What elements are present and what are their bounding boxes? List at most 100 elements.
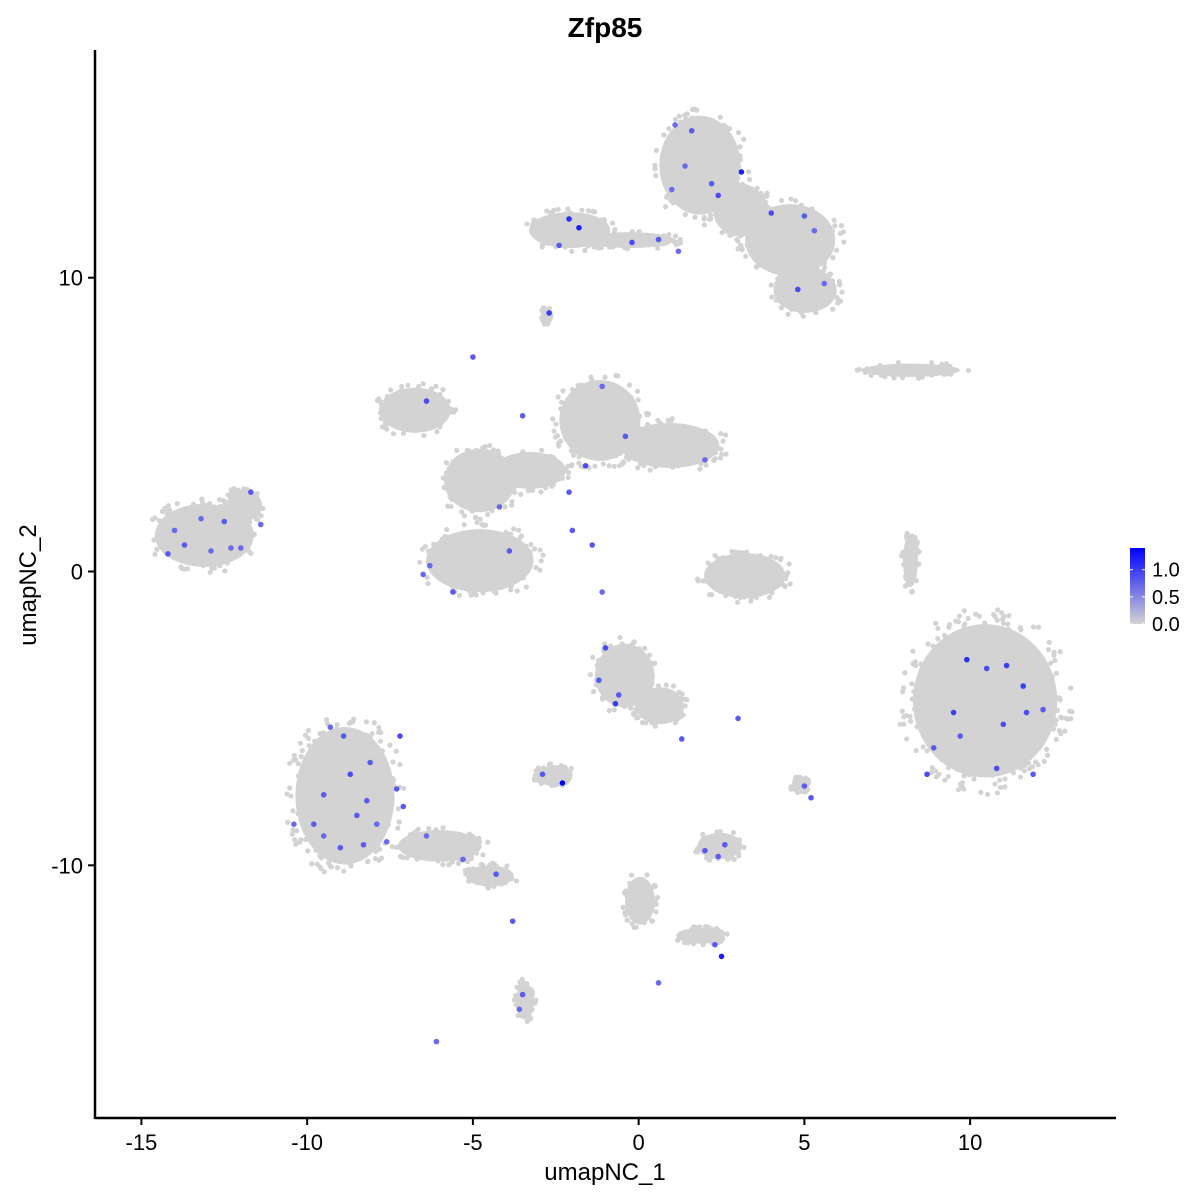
expressed-cell-point — [397, 733, 403, 739]
cell-point — [804, 776, 811, 783]
cell-point — [437, 422, 443, 428]
expressed-cell-point — [722, 841, 728, 848]
cell-point — [914, 550, 920, 556]
cell-point — [1034, 650, 1040, 656]
cell-point — [513, 992, 519, 999]
cell-point — [627, 880, 633, 887]
cell-point — [631, 711, 637, 718]
cell-point — [478, 861, 484, 868]
cell-point — [425, 548, 432, 554]
cell-point — [540, 552, 546, 558]
cell-point — [1053, 717, 1059, 723]
cell-point — [737, 594, 744, 601]
cell-point — [913, 684, 919, 690]
cell-point — [653, 147, 660, 154]
cell-point — [902, 670, 908, 676]
cell-point — [890, 373, 896, 379]
cell-point — [769, 294, 775, 300]
cell-point — [314, 861, 320, 867]
cell-point — [404, 855, 410, 861]
cell-point — [531, 230, 537, 236]
cell-point — [453, 495, 460, 501]
cell-point — [174, 501, 180, 507]
cell-point — [353, 735, 359, 741]
cell-point — [725, 856, 731, 862]
cell-point — [491, 883, 497, 890]
cell-point — [955, 787, 962, 793]
cell-point — [513, 878, 520, 884]
cell-point — [608, 696, 615, 703]
cell-point — [744, 242, 750, 248]
cell-point — [365, 842, 371, 848]
cell-point — [480, 588, 487, 594]
expressed-cell-point — [655, 236, 662, 243]
cell-point — [838, 222, 845, 229]
cell-point — [633, 413, 639, 419]
cell-point — [322, 734, 328, 740]
cell-point — [652, 162, 658, 168]
legend-tick-label: 1.0 — [1152, 560, 1180, 582]
cell-point — [758, 190, 764, 197]
cell-point — [515, 527, 522, 533]
cell-point — [158, 535, 164, 541]
cell-point — [688, 927, 694, 933]
cluster-core — [860, 363, 960, 377]
cell-point — [401, 785, 407, 791]
cell-point — [547, 761, 554, 767]
cell-point — [628, 912, 634, 918]
cell-point — [653, 909, 659, 915]
cell-point — [623, 454, 630, 460]
cell-point — [753, 594, 760, 601]
cell-point — [718, 832, 725, 838]
cell-point — [822, 218, 828, 224]
cell-point — [899, 375, 906, 381]
cell-point — [330, 730, 337, 736]
cell-point — [631, 698, 637, 704]
cell-point — [768, 553, 774, 560]
cell-point — [1057, 649, 1063, 655]
cell-point — [995, 632, 1002, 638]
cell-point — [1017, 625, 1023, 631]
cell-point — [582, 247, 588, 254]
cell-point — [297, 740, 304, 746]
expressed-cell-point — [612, 700, 619, 707]
cell-point — [388, 387, 394, 393]
expressed-cell-point — [964, 656, 970, 663]
cell-point — [781, 583, 788, 589]
cell-point — [577, 238, 583, 244]
x-tick-label: 10 — [958, 1130, 982, 1155]
cell-point — [302, 821, 309, 827]
cell-point — [551, 207, 557, 213]
expressed-cell-point — [702, 847, 708, 854]
cell-point — [219, 557, 225, 563]
cluster-core — [713, 183, 767, 237]
cell-point — [290, 808, 296, 814]
cell-point — [571, 443, 578, 449]
cell-point — [1065, 716, 1071, 722]
cell-point — [982, 632, 988, 638]
cell-point — [768, 282, 774, 288]
cell-point — [919, 374, 926, 380]
cell-point — [384, 426, 390, 432]
cell-point — [571, 450, 578, 456]
expressed-cell-point — [423, 398, 430, 404]
cell-point — [379, 405, 385, 411]
cell-point — [347, 732, 354, 739]
cell-point — [695, 576, 701, 582]
cell-point — [620, 904, 626, 910]
cell-point — [935, 636, 941, 642]
cell-point — [590, 654, 596, 660]
cell-point — [961, 608, 967, 614]
cell-point — [684, 111, 690, 117]
cell-point — [665, 417, 671, 424]
expressed-cell-point — [450, 589, 456, 595]
cell-point — [670, 464, 676, 470]
cell-point — [933, 620, 939, 626]
cell-point — [199, 496, 205, 502]
cell-point — [700, 831, 706, 837]
cell-point — [465, 867, 471, 873]
cell-point — [592, 209, 598, 215]
cell-point — [1026, 766, 1032, 772]
cell-point — [919, 721, 925, 727]
expressed-cell-point — [516, 1006, 523, 1013]
